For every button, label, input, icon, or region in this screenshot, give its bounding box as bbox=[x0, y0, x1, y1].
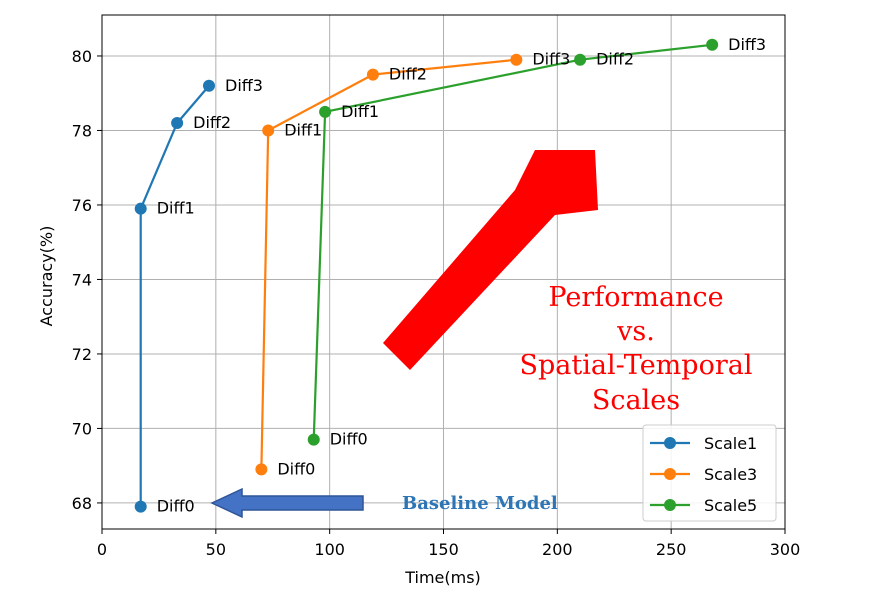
y-tick-label: 70 bbox=[72, 419, 92, 438]
legend-box bbox=[642, 424, 777, 522]
data-point bbox=[574, 53, 587, 66]
y-tick-label: 76 bbox=[72, 196, 92, 215]
point-label: Diff2 bbox=[193, 113, 231, 132]
point-label: Diff0 bbox=[277, 459, 315, 478]
y-tick-label: 72 bbox=[72, 345, 92, 364]
data-point bbox=[510, 53, 523, 66]
performance-line-2: vs. bbox=[616, 316, 655, 347]
data-point bbox=[706, 38, 719, 51]
x-tick-label: 0 bbox=[97, 540, 107, 559]
x-axis: 0 50 100 150 200 250 300 bbox=[97, 529, 800, 559]
point-label: Diff3 bbox=[532, 50, 570, 69]
data-point bbox=[171, 117, 184, 130]
point-label: Diff3 bbox=[225, 76, 263, 95]
x-tick-label: 250 bbox=[656, 540, 687, 559]
y-tick-label: 78 bbox=[72, 121, 92, 140]
legend: Scale1 Scale3 Scale5 bbox=[642, 424, 777, 522]
y-tick-label: 74 bbox=[72, 270, 92, 289]
data-point bbox=[255, 463, 268, 476]
performance-annotation: Performance vs. Spatial-Temporal Scales bbox=[520, 282, 753, 416]
performance-line-4: Scales bbox=[592, 385, 680, 416]
point-label: Diff2 bbox=[596, 50, 634, 69]
point-label: Diff0 bbox=[157, 497, 195, 516]
point-label: Diff1 bbox=[284, 120, 322, 139]
data-point bbox=[319, 105, 332, 118]
y-tick-label: 68 bbox=[72, 494, 92, 513]
point-label: Diff3 bbox=[728, 35, 766, 54]
up-right-arrow-icon bbox=[383, 150, 598, 370]
left-arrow-icon bbox=[210, 487, 364, 519]
x-tick-label: 150 bbox=[428, 540, 459, 559]
baseline-model-label: Baseline Model bbox=[402, 493, 558, 514]
x-axis-label: Time(ms) bbox=[404, 568, 481, 587]
legend-label: Scale5 bbox=[704, 496, 757, 515]
data-point bbox=[366, 68, 379, 81]
data-point bbox=[203, 79, 216, 92]
x-tick-label: 300 bbox=[770, 540, 801, 559]
series-line-scale5 bbox=[312, 43, 713, 440]
legend-swatch-marker bbox=[664, 437, 676, 449]
y-tick-label: 80 bbox=[72, 47, 92, 66]
point-label: Diff1 bbox=[341, 102, 379, 121]
data-point bbox=[307, 433, 320, 446]
x-tick-label: 100 bbox=[314, 540, 345, 559]
series-line-scale1 bbox=[139, 85, 210, 507]
x-tick-label: 50 bbox=[206, 540, 226, 559]
legend-swatch-marker bbox=[664, 468, 676, 480]
y-axis-label: Accuracy(%) bbox=[37, 226, 56, 327]
performance-line-1: Performance bbox=[548, 282, 723, 313]
data-point bbox=[134, 500, 147, 513]
data-point bbox=[262, 124, 275, 137]
legend-label: Scale3 bbox=[704, 465, 757, 484]
performance-line-3: Spatial-Temporal bbox=[520, 350, 753, 381]
point-label: Diff2 bbox=[389, 65, 427, 84]
series-layer bbox=[134, 38, 719, 513]
y-axis: 68 70 72 74 76 78 80 bbox=[72, 47, 102, 513]
legend-label: Scale1 bbox=[704, 434, 757, 453]
point-label: Diff1 bbox=[157, 199, 195, 218]
legend-swatch-marker bbox=[664, 499, 676, 511]
series-line-scale3 bbox=[260, 58, 517, 470]
grid bbox=[101, 15, 786, 529]
data-point bbox=[134, 202, 147, 215]
x-tick-label: 200 bbox=[542, 540, 573, 559]
point-labels: Diff0 Diff1 Diff2 Diff3 Diff0 Diff1 Diff2 Diff3… bbox=[157, 35, 766, 516]
point-label: Diff0 bbox=[330, 430, 368, 449]
